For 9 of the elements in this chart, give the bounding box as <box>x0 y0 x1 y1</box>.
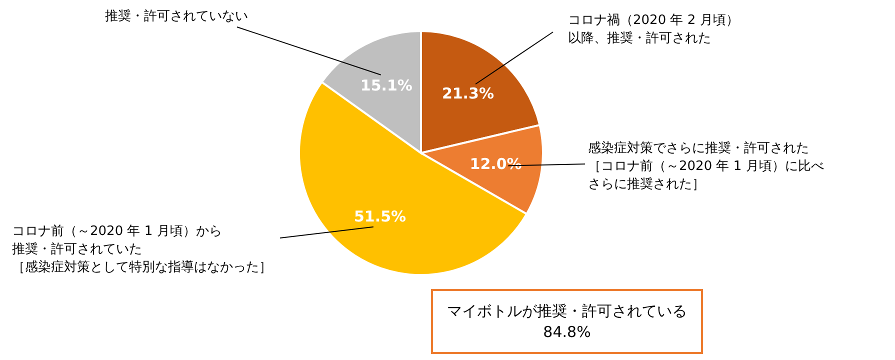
data-label: 21.3% <box>442 84 494 103</box>
slice-label: コロナ禍（2020 年 2 月頃）以降、推奨・許可された <box>568 13 739 46</box>
slice-label: 推奨・許可されていない <box>105 9 248 24</box>
slice-label: コロナ前（～2020 年 1 月頃）から推奨・許可されていた［感染症対策として特別な指導はなかった］ <box>12 224 272 275</box>
text: マイボトルが推奨・許可されている 84.8% <box>447 302 687 341</box>
data-label: 12.0% <box>470 155 522 174</box>
slice-label: 感染症対策でさらに推奨・許可された［コロナ前（～2020 年 1 月頃）に比べさらに推奨された］ <box>588 140 824 192</box>
data-label: 15.1% <box>360 76 412 95</box>
data-label: 51.5% <box>354 208 406 226</box>
